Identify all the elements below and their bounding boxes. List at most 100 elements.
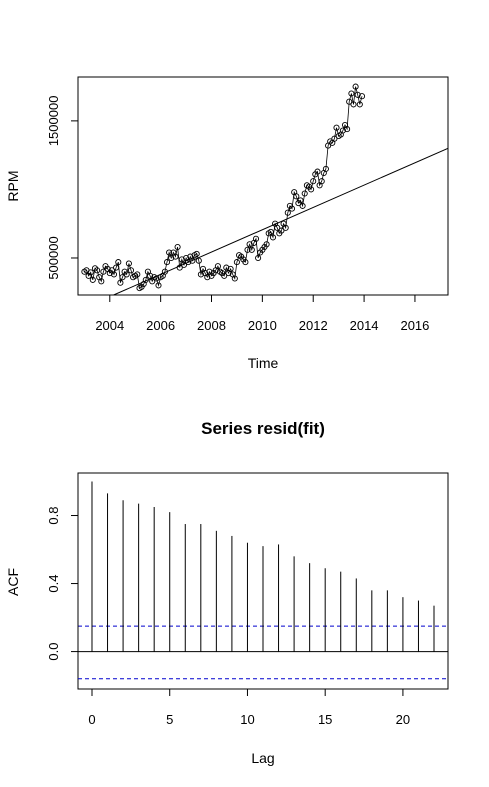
data-point: [197, 271, 204, 278]
data-point: [242, 259, 249, 266]
data-point: [278, 227, 285, 234]
data-point: [344, 126, 351, 133]
trend-line: [113, 147, 448, 295]
data-point: [346, 98, 353, 105]
x-tick-label: 2010: [248, 318, 277, 333]
x-axis-title: Lag: [251, 750, 274, 766]
data-point: [166, 249, 173, 256]
data-point: [113, 264, 120, 271]
data-point: [233, 259, 240, 266]
data-point: [110, 271, 118, 278]
data-point: [274, 224, 281, 231]
data-point: [223, 264, 230, 271]
data-point: [348, 90, 355, 97]
x-tick-label: 5: [166, 712, 173, 727]
data-point: [134, 271, 141, 278]
data-point: [263, 241, 270, 248]
data-point: [89, 276, 96, 283]
data-point: [252, 235, 260, 242]
data-point: [318, 178, 325, 185]
data-point: [255, 254, 262, 262]
data-point: [100, 268, 107, 275]
y-tick-label: 0.8: [46, 506, 61, 524]
x-tick-label: 2006: [146, 318, 175, 333]
y-tick-label: 500000: [46, 236, 61, 279]
data-point: [269, 234, 277, 241]
data-point: [204, 274, 211, 281]
acf-marks: [78, 481, 448, 680]
x-tick-label: 10: [240, 712, 254, 727]
data-point: [172, 253, 179, 260]
y-axis: 0.0 0.4 0.8: [46, 506, 79, 661]
data-point: [297, 197, 304, 204]
data-point: [214, 263, 221, 270]
y-tick-label: 1500000: [46, 96, 61, 147]
plot-frame: [77, 76, 449, 296]
y-axis: 500000 1500000: [46, 96, 79, 280]
data-point: [284, 209, 291, 216]
data-point: [282, 224, 289, 231]
data-point: [331, 135, 338, 142]
data-point: [178, 256, 185, 263]
data-point: [147, 272, 154, 279]
y-axis-title: RPM: [5, 170, 21, 201]
time-series-marks: [81, 83, 448, 295]
data-point: [155, 282, 162, 289]
data-point: [293, 193, 300, 200]
data-point: [231, 275, 238, 282]
x-axis-title: Time: [248, 355, 279, 371]
data-point: [299, 202, 306, 209]
acf-panel: Series resid(fit) 0 5 10 15 20 0.0 0.4 0.8 Lag…: [5, 419, 449, 766]
data-point: [227, 265, 234, 272]
x-tick-label: 15: [318, 712, 332, 727]
data-point: [244, 246, 251, 253]
data-point: [174, 243, 181, 251]
data-point: [356, 101, 363, 108]
x-tick-label: 2014: [350, 318, 379, 333]
data-point: [246, 241, 253, 248]
data-point: [352, 83, 359, 90]
acf-title: Series resid(fit): [201, 419, 325, 438]
x-axis: 0 5 10 15 20: [88, 688, 410, 727]
data-point: [163, 259, 171, 266]
data-point: [288, 205, 296, 212]
data-point: [310, 178, 317, 185]
data-point: [87, 269, 94, 276]
data-point: [123, 271, 130, 278]
x-tick-label: 2004: [95, 318, 124, 333]
time-series-panel: 2004 2006 2008 2010 2012 2014 2016 500000 15000…: [5, 76, 449, 371]
x-tick-label: 0: [88, 712, 95, 727]
x-tick-label: 2008: [197, 318, 226, 333]
data-point: [339, 127, 346, 134]
data-point: [267, 228, 274, 235]
data-point: [91, 265, 99, 272]
data-point: [185, 259, 192, 266]
y-tick-label: 0.4: [46, 575, 61, 593]
data-point: [117, 279, 124, 286]
y-tick-label: 0.0: [46, 643, 61, 661]
data-point: [221, 272, 228, 279]
data-point: [119, 274, 126, 281]
data-point: [125, 260, 132, 267]
data-point: [314, 168, 321, 175]
x-tick-label: 20: [396, 712, 410, 727]
data-point: [333, 124, 340, 131]
x-tick-label: 2012: [299, 318, 328, 333]
x-tick-label: 2016: [400, 318, 429, 333]
y-axis-title: ACF: [5, 568, 21, 596]
data-point: [94, 267, 101, 274]
data-point: [115, 259, 122, 266]
data-point: [301, 190, 308, 197]
data-point: [322, 165, 329, 172]
data-point: [193, 250, 200, 257]
data-point: [98, 278, 105, 285]
x-axis: 2004 2006 2008 2010 2012 2014 2016: [95, 294, 429, 333]
data-point: [358, 93, 366, 100]
data-point: [168, 254, 175, 262]
data-point: [350, 101, 357, 108]
data-point: [308, 186, 315, 193]
data-point: [127, 267, 135, 274]
data-point: [248, 246, 255, 253]
data-point: [189, 257, 196, 264]
